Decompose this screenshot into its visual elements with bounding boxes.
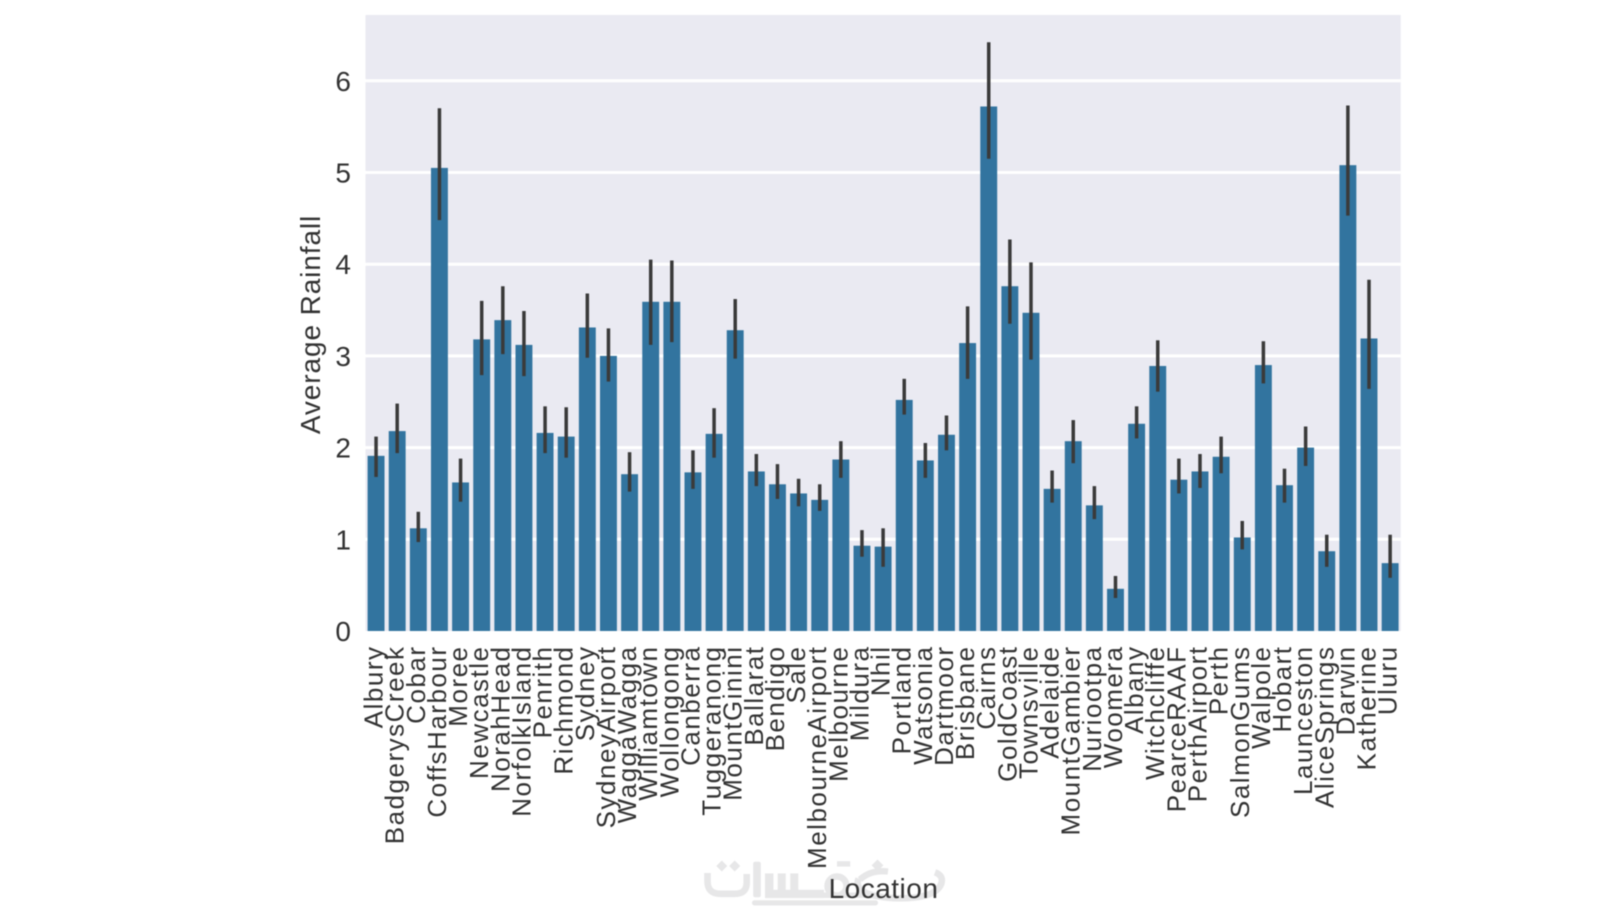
- svg-text:Portland: Portland: [887, 646, 917, 755]
- svg-text:Sale: Sale: [781, 646, 811, 704]
- svg-text:PerthAirport: PerthAirport: [1183, 646, 1213, 803]
- svg-text:4: 4: [335, 249, 351, 280]
- svg-text:Uluru: Uluru: [1373, 646, 1403, 716]
- svg-text:Cobar: Cobar: [401, 646, 431, 724]
- svg-text:Walpole: Walpole: [1246, 646, 1276, 749]
- svg-text:Darwin: Darwin: [1330, 646, 1360, 736]
- svg-text:1: 1: [335, 524, 351, 555]
- svg-text:Nhil: Nhil: [866, 646, 896, 697]
- svg-text:Melbourne: Melbourne: [823, 646, 853, 782]
- svg-text:Katherine: Katherine: [1352, 646, 1382, 771]
- svg-text:Nuriootpa: Nuriootpa: [1077, 646, 1107, 772]
- svg-text:Witchcliffe: Witchcliffe: [1140, 646, 1170, 781]
- svg-text:Mildura: Mildura: [844, 646, 874, 742]
- svg-text:Ballarat: Ballarat: [739, 646, 769, 746]
- svg-text:Albany: Albany: [1119, 646, 1149, 735]
- svg-text:Adelaide: Adelaide: [1035, 646, 1065, 759]
- svg-text:WaggaWagga: WaggaWagga: [612, 646, 642, 824]
- svg-text:Brisbane: Brisbane: [950, 646, 980, 761]
- svg-text:Dartmoor: Dartmoor: [929, 646, 959, 766]
- svg-text:Hobart: Hobart: [1267, 646, 1297, 733]
- svg-text:Albury: Albury: [359, 646, 389, 729]
- svg-text:2: 2: [335, 433, 351, 464]
- svg-text:NorfolkIsland: NorfolkIsland: [506, 646, 536, 817]
- svg-text:Watsonia: Watsonia: [908, 646, 938, 765]
- svg-text:AliceSprings: AliceSprings: [1309, 646, 1339, 809]
- svg-text:5: 5: [335, 158, 351, 189]
- svg-text:Townsville: Townsville: [1013, 646, 1043, 780]
- svg-text:NorahHead: NorahHead: [485, 646, 515, 792]
- svg-text:Penrith: Penrith: [528, 646, 558, 739]
- svg-text:BadgerysCreek: BadgerysCreek: [380, 646, 410, 845]
- svg-text:SydneyAirport: SydneyAirport: [591, 646, 621, 829]
- svg-text:Wollongong: Wollongong: [654, 646, 684, 798]
- svg-text:Williamtown: Williamtown: [633, 646, 663, 801]
- svg-text:MelbourneAirport: MelbourneAirport: [802, 646, 832, 869]
- svg-text:6: 6: [335, 66, 351, 97]
- svg-text:MountGinini: MountGinini: [718, 646, 748, 801]
- svg-text:SalmonGums: SalmonGums: [1225, 646, 1255, 819]
- svg-text:CoffsHarbour: CoffsHarbour: [422, 646, 452, 818]
- svg-text:0: 0: [335, 616, 351, 647]
- svg-text:Location: Location: [829, 873, 939, 904]
- svg-text:Bendigo: Bendigo: [760, 646, 790, 752]
- svg-text:GoldCoast: GoldCoast: [992, 646, 1022, 782]
- svg-text:PearceRAAF: PearceRAAF: [1161, 646, 1191, 813]
- svg-text:Average Rainfall: Average Rainfall: [295, 215, 326, 434]
- svg-text:Woomera: Woomera: [1098, 646, 1128, 769]
- svg-text:Canberra: Canberra: [675, 646, 705, 766]
- svg-text:Launceston: Launceston: [1288, 646, 1318, 795]
- svg-text:Richmond: Richmond: [549, 646, 579, 775]
- svg-text:Tuggeranong: Tuggeranong: [697, 646, 727, 816]
- svg-text:Perth: Perth: [1204, 646, 1234, 716]
- svg-text:MountGambier: MountGambier: [1056, 646, 1086, 836]
- svg-text:Sydney: Sydney: [570, 646, 600, 742]
- svg-text:3: 3: [335, 341, 351, 372]
- svg-text:Moree: Moree: [443, 646, 473, 727]
- svg-text:Newcastle: Newcastle: [464, 646, 494, 779]
- svg-text:Cairns: Cairns: [971, 646, 1001, 730]
